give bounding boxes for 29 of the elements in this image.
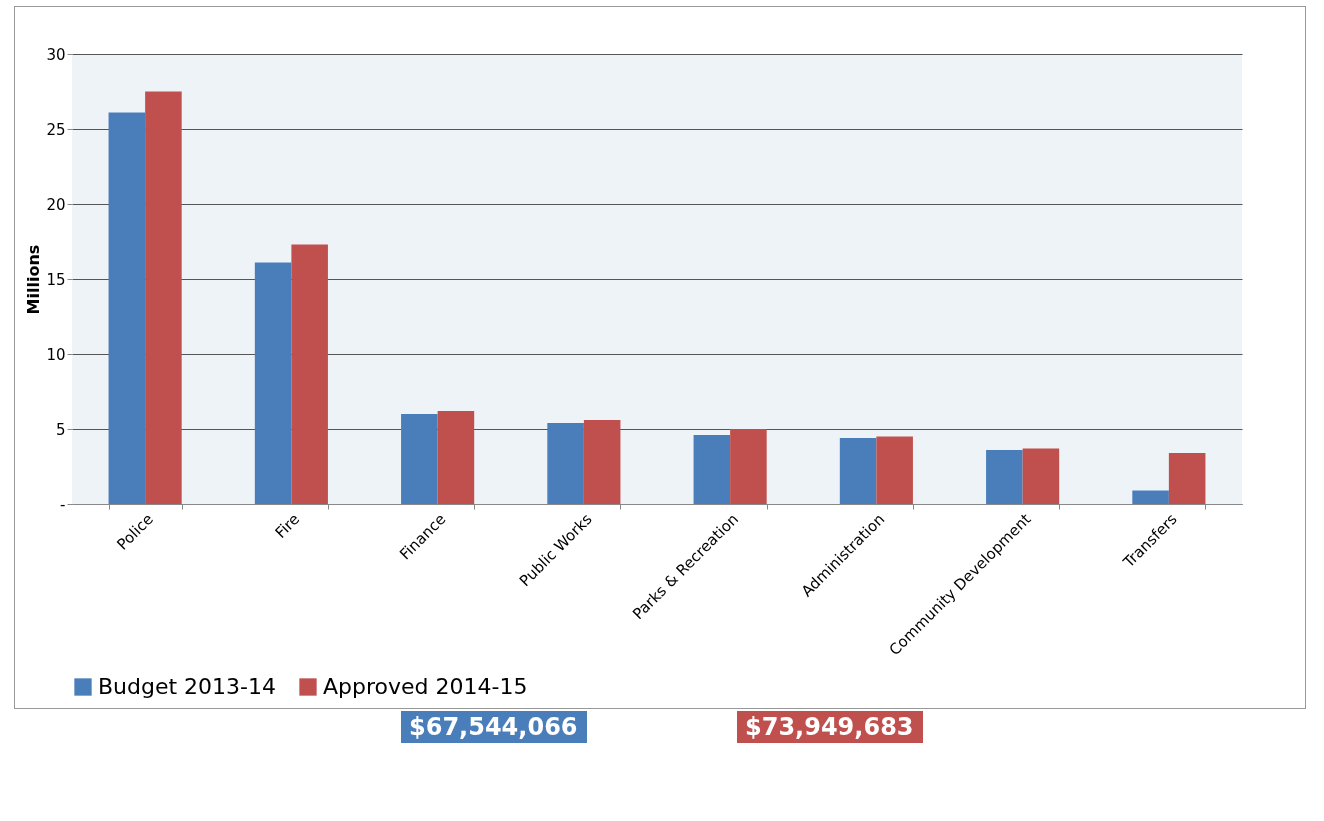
bar	[547, 423, 584, 504]
y-tick-label: 10	[46, 345, 66, 364]
bar	[254, 262, 292, 504]
bar	[839, 438, 877, 504]
bar	[693, 435, 731, 504]
y-tick-label: 20	[46, 195, 66, 214]
y-tick-label: 30	[46, 45, 66, 64]
bar	[986, 450, 1023, 504]
y-axis-title: Millions	[24, 244, 44, 315]
bar	[1168, 453, 1206, 504]
y-tick-label: -	[60, 495, 66, 514]
bar	[145, 91, 182, 504]
y-tick-label: 5	[55, 420, 66, 439]
legend-label: Approved 2014-15	[323, 674, 528, 699]
text: $73,949,683	[737, 711, 923, 743]
bar	[876, 436, 913, 504]
bar	[108, 112, 146, 504]
bar	[291, 244, 328, 504]
bar	[437, 411, 475, 504]
text: $67,544,066	[401, 711, 587, 743]
bar	[1022, 448, 1060, 504]
y-tick-label: 25	[46, 120, 66, 139]
y-tick-label: 15	[46, 270, 66, 289]
bar	[401, 414, 438, 504]
bar	[730, 429, 767, 504]
x-tick-label: Fire	[271, 510, 304, 542]
bar	[583, 420, 621, 504]
bar	[1132, 490, 1169, 504]
legend-label: Budget 2013-14	[98, 674, 277, 699]
